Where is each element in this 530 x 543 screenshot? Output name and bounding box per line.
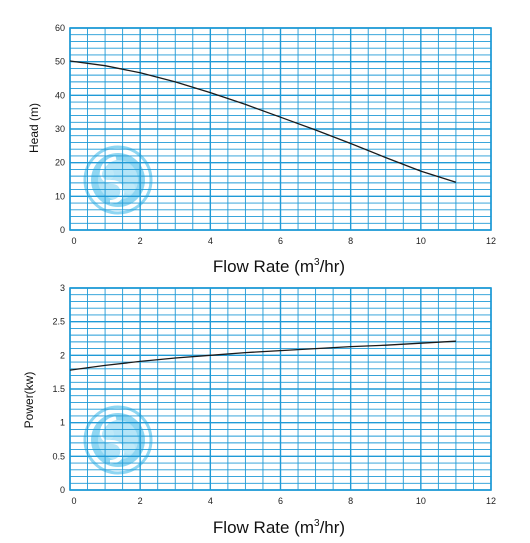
power-x-tick-label: 12 (486, 496, 496, 506)
power-y-tick-label: 2.5 (52, 317, 65, 327)
power-x-tick-label: 0 (71, 496, 76, 506)
power-y-tick-label: 1 (60, 418, 65, 428)
power-y-tick-label: 3 (60, 283, 65, 293)
power-chart: 0 0.5 1 1.5 2 2.5 3 0 2 4 6 8 10 12 Flow Rate (m3/hr… (22, 283, 496, 537)
head-y-tick-label: 0 (60, 225, 65, 235)
power-y-axis-label: Power(kw) (22, 372, 36, 429)
head-chart-grid (69, 27, 492, 231)
power-y-tick-label: 1.5 (52, 384, 65, 394)
head-curve (69, 60, 457, 183)
head-x-tick-label: 2 (138, 236, 143, 246)
head-y-tick-label: 40 (55, 90, 65, 100)
head-x-axis-label: Flow Rate (m3/hr) (213, 257, 345, 276)
head-y-tick-label: 30 (55, 124, 65, 134)
power-y-tick-label: 0 (60, 485, 65, 495)
power-chart-grid (69, 287, 492, 491)
power-x-tick-label: 4 (208, 496, 213, 506)
head-plot-frame (69, 27, 492, 231)
power-curve (69, 340, 456, 371)
power-y-tick-label: 2 (60, 350, 65, 360)
head-x-tick-label: 0 (71, 236, 76, 246)
head-y-tick-label: 60 (55, 23, 65, 33)
head-x-tick-labels: 0 2 4 6 8 10 12 (71, 236, 496, 246)
head-y-axis-label: Head (m) (27, 103, 41, 153)
head-chart: 0 10 20 30 40 50 60 0 2 4 6 8 10 12 Flow Rate (m3/hr… (27, 23, 496, 276)
power-x-tick-label: 2 (138, 496, 143, 506)
power-x-tick-labels: 0 2 4 6 8 10 12 (71, 496, 496, 506)
power-x-tick-label: 8 (348, 496, 353, 506)
power-x-axis-label: Flow Rate (m3/hr) (213, 518, 345, 537)
head-y-tick-labels: 0 10 20 30 40 50 60 (55, 23, 65, 235)
head-x-tick-label: 4 (208, 236, 213, 246)
head-y-tick-label: 50 (55, 57, 65, 67)
head-x-tick-label: 8 (348, 236, 353, 246)
power-plot-frame (69, 287, 492, 491)
head-x-tick-label: 6 (278, 236, 283, 246)
power-chart-logo (83, 405, 153, 475)
head-y-tick-label: 20 (55, 158, 65, 168)
head-y-tick-label: 10 (55, 191, 65, 201)
head-x-tick-label: 12 (486, 236, 496, 246)
power-y-tick-label: 0.5 (52, 451, 65, 461)
power-y-tick-labels: 0 0.5 1 1.5 2 2.5 3 (52, 283, 65, 495)
power-x-tick-label: 10 (416, 496, 426, 506)
head-x-tick-label: 10 (416, 236, 426, 246)
power-x-tick-label: 6 (278, 496, 283, 506)
